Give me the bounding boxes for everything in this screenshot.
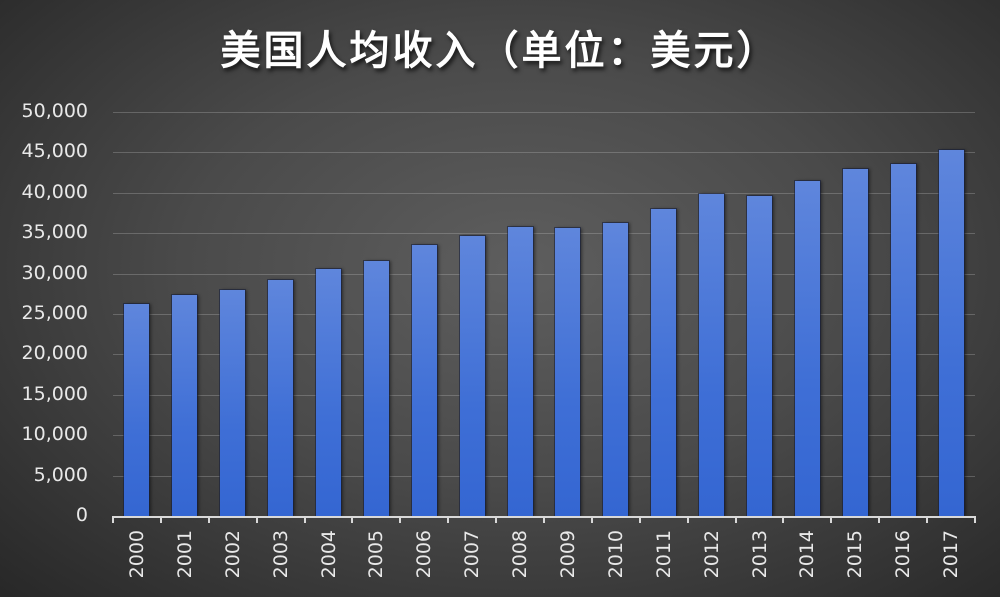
bar-2013	[747, 196, 772, 516]
bar-2001	[172, 295, 197, 516]
y-tick-label: 30,000	[21, 262, 88, 284]
x-tick-label: 2005	[365, 530, 387, 579]
bar-2003	[268, 280, 293, 516]
x-tick-label: 2012	[701, 530, 723, 579]
x-tick-label: 2011	[653, 530, 675, 579]
x-tick-label: 2001	[174, 530, 196, 579]
bar-2009	[555, 228, 580, 516]
gridline	[113, 112, 975, 113]
gridline	[113, 274, 975, 275]
x-tick-mark	[639, 516, 641, 523]
x-tick-mark	[591, 516, 593, 523]
bar-2002	[220, 290, 245, 516]
x-tick-mark	[112, 516, 114, 523]
x-tick-label: 2015	[844, 530, 866, 579]
x-tick-label: 2002	[222, 530, 244, 579]
x-tick-mark	[160, 516, 162, 523]
x-tick-mark	[878, 516, 880, 523]
bar-2011	[651, 209, 676, 516]
x-tick-mark	[447, 516, 449, 523]
x-tick-mark	[304, 516, 306, 523]
bar-2008	[508, 227, 533, 516]
gridline	[113, 354, 975, 355]
bar-2000	[124, 304, 149, 516]
bar-2015	[843, 169, 868, 516]
chart-title: 美国人均收入（单位：美元）	[220, 28, 780, 74]
gridline	[113, 435, 975, 436]
x-tick-mark	[208, 516, 210, 523]
x-tick-mark	[256, 516, 258, 523]
x-tick-mark	[782, 516, 784, 523]
gridline	[113, 395, 975, 396]
x-tick-label: 2006	[413, 530, 435, 579]
gridline	[113, 233, 975, 234]
x-tick-mark	[735, 516, 737, 523]
x-tick-label: 2014	[796, 530, 818, 579]
bar-2004	[316, 269, 341, 516]
y-tick-label: 5,000	[33, 464, 88, 486]
y-tick-label: 15,000	[21, 383, 88, 405]
gridline	[113, 476, 975, 477]
x-tick-label: 2000	[126, 530, 148, 579]
bar-2016	[891, 164, 916, 516]
y-tick-label: 0	[75, 504, 88, 526]
bar-2010	[603, 223, 628, 516]
x-tick-mark	[687, 516, 689, 523]
y-tick-label: 20,000	[21, 342, 88, 364]
y-tick-label: 50,000	[21, 100, 88, 122]
bar-2006	[412, 245, 437, 516]
x-tick-label: 2009	[557, 530, 579, 579]
y-tick-label: 35,000	[21, 221, 88, 243]
gridline	[113, 193, 975, 194]
x-tick-label: 2017	[940, 530, 962, 579]
bar-2012	[699, 194, 724, 516]
bar-2014	[795, 181, 820, 516]
x-tick-mark	[926, 516, 928, 523]
x-tick-label: 2004	[318, 530, 340, 579]
bar-2007	[460, 236, 485, 516]
y-tick-label: 45,000	[21, 140, 88, 162]
x-tick-mark	[495, 516, 497, 523]
bar-2005	[364, 261, 389, 516]
x-tick-label: 2003	[270, 530, 292, 579]
y-tick-label: 40,000	[21, 181, 88, 203]
y-tick-label: 10,000	[21, 423, 88, 445]
gridline	[113, 152, 975, 153]
y-tick-label: 25,000	[21, 302, 88, 324]
x-tick-mark	[543, 516, 545, 523]
x-tick-label: 2013	[749, 530, 771, 579]
x-tick-mark	[974, 516, 976, 523]
x-tick-mark	[830, 516, 832, 523]
bar-2017	[939, 150, 964, 516]
x-tick-mark	[399, 516, 401, 523]
x-tick-label: 2016	[892, 530, 914, 579]
x-tick-mark	[351, 516, 353, 523]
x-tick-label: 2010	[605, 530, 627, 579]
gridline	[113, 314, 975, 315]
x-tick-label: 2008	[509, 530, 531, 579]
x-tick-label: 2007	[461, 530, 483, 579]
